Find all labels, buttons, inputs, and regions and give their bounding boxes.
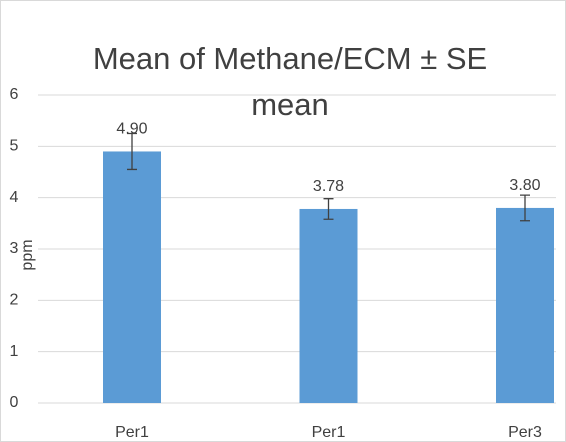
value-label: 4.90 (116, 121, 147, 138)
y-tick-label: 1 (10, 343, 19, 360)
bar (299, 208, 358, 403)
y-tick-label: 3 (10, 240, 19, 257)
value-label: 3.78 (313, 178, 344, 195)
y-axis-label: ppm (19, 239, 36, 270)
y-tick-label: 5 (10, 138, 19, 155)
y-tick-label: 0 (10, 394, 19, 411)
bar (496, 207, 554, 403)
y-tick-label: 2 (10, 292, 19, 309)
x-tick-label: Per1 (312, 424, 346, 441)
chart-title: Mean of Methane/ECM ± SE mean (92, 41, 488, 122)
y-tick-label: 4 (10, 189, 19, 206)
error-bar (127, 132, 137, 171)
bar (103, 151, 161, 403)
x-tick-label: Per1 (115, 424, 149, 441)
error-bar (323, 198, 334, 220)
y-tick-label: 6 (10, 86, 19, 103)
error-bar (520, 194, 530, 222)
x-tick-label: Per3 (508, 424, 542, 441)
value-label: 3.80 (509, 177, 540, 194)
